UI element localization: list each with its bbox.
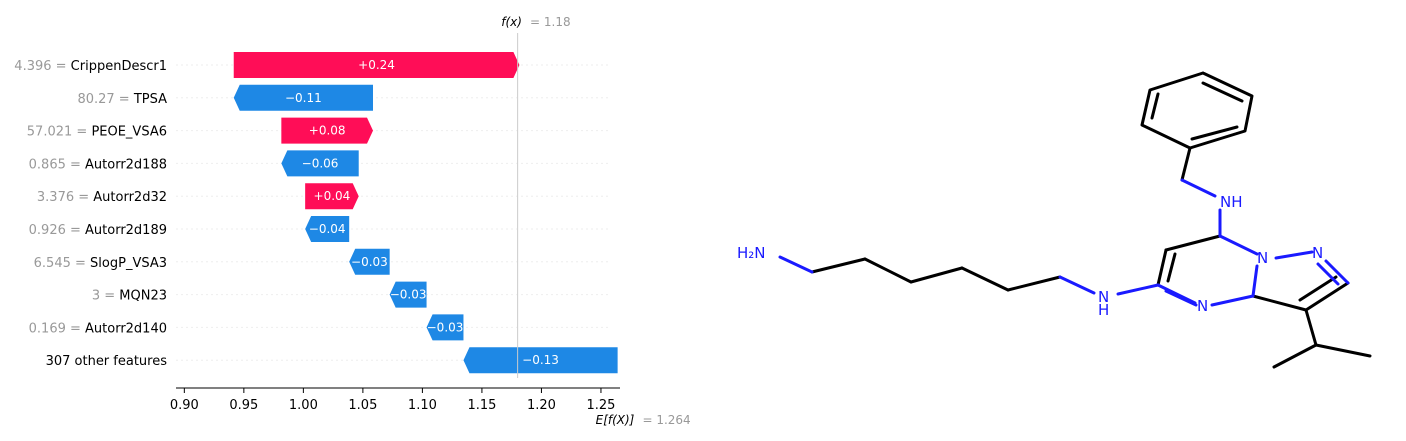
molecule-bonds xyxy=(810,71,1372,369)
atom-nh-bottom-n: N xyxy=(1098,288,1109,306)
x-tick-label: 1.00 xyxy=(289,398,318,413)
waterfall-bar xyxy=(426,314,464,341)
atom-ring-n-bridge: N xyxy=(1257,249,1268,267)
y-tick-label: 307 other features xyxy=(46,354,168,369)
y-tick-label: 4.396 = CrippenDescr1 xyxy=(14,59,167,74)
bar-value-label: +0.24 xyxy=(358,58,395,72)
fx-label: f(x) = 1.18 xyxy=(501,11,570,30)
x-tick-label: 0.95 xyxy=(229,398,258,413)
waterfall-bar xyxy=(233,84,374,111)
bar-value-label: +0.04 xyxy=(314,189,351,203)
bar-value-label: +0.08 xyxy=(309,124,346,138)
y-tick-label: 0.865 = Autorr2d188 xyxy=(29,157,167,172)
atom-ring-n-pyrimidine: N xyxy=(1197,297,1208,315)
waterfall-bar xyxy=(281,117,374,144)
x-tick-label: 0.90 xyxy=(170,398,199,413)
y-tick-label: 0.926 = Autorr2d189 xyxy=(29,223,167,238)
atom-amine: H₂N xyxy=(737,244,766,262)
x-tick-label: 1.25 xyxy=(586,398,615,413)
bar-value-label: −0.03 xyxy=(351,255,388,269)
y-tick-label: 0.169 = Autorr2d140 xyxy=(29,321,167,336)
waterfall-bar xyxy=(349,248,390,275)
x-tick-label: 1.20 xyxy=(527,398,556,413)
waterfall-bar xyxy=(305,183,359,210)
atom-ring-n-pyrazole: N xyxy=(1312,244,1323,262)
bar-value-label: −0.11 xyxy=(285,91,322,105)
bar-value-label: −0.06 xyxy=(302,156,339,170)
atom-nh-top: NH xyxy=(1220,193,1243,211)
y-tick-label: 80.27 = TPSA xyxy=(77,92,167,107)
waterfall-bar xyxy=(305,216,350,242)
bar-value-label: −0.13 xyxy=(522,353,559,367)
efx-label: E[f(X)] = 1.264 xyxy=(596,409,691,428)
bar-value-label: −0.03 xyxy=(390,288,427,302)
atom-nh-bottom-h: H xyxy=(1098,301,1109,319)
x-tick-label: 1.05 xyxy=(348,398,377,413)
y-tick-label: 3 = MQN23 xyxy=(92,289,167,304)
x-tick-label: 1.15 xyxy=(467,398,496,413)
bar-value-label: −0.04 xyxy=(309,222,346,236)
waterfall-bar xyxy=(281,150,359,177)
waterfall-bar xyxy=(463,347,618,374)
y-tick-label: 3.376 = Autorr2d32 xyxy=(37,190,167,205)
y-tick-label: 57.021 = PEOE_VSA6 xyxy=(27,125,167,140)
x-tick-label: 1.10 xyxy=(408,398,437,413)
waterfall-bar xyxy=(233,52,520,78)
molecule-heteroatom-bonds xyxy=(778,178,1350,307)
waterfall-bar xyxy=(389,281,427,308)
bar-value-label: −0.03 xyxy=(427,320,464,334)
y-tick-label: 6.545 = SlogP_VSA3 xyxy=(34,256,167,271)
